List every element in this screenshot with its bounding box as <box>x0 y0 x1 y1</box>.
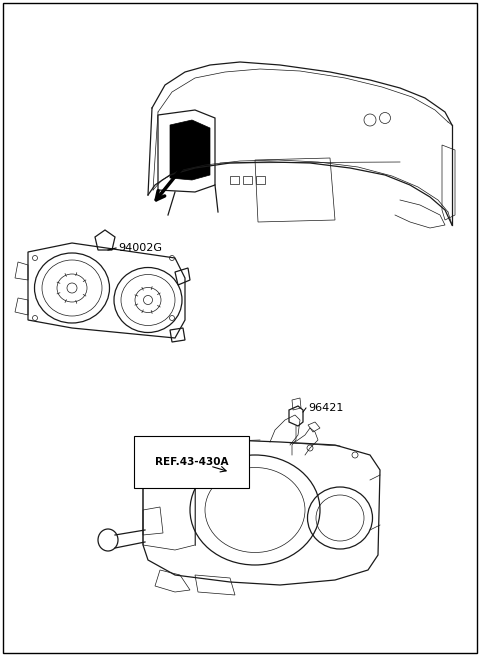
Text: 94002G: 94002G <box>118 243 162 253</box>
Polygon shape <box>170 120 210 180</box>
Bar <box>256 176 265 184</box>
Bar <box>230 176 239 184</box>
Text: 96421: 96421 <box>308 403 343 413</box>
Bar <box>243 176 252 184</box>
Text: REF.43-430A: REF.43-430A <box>155 457 228 467</box>
